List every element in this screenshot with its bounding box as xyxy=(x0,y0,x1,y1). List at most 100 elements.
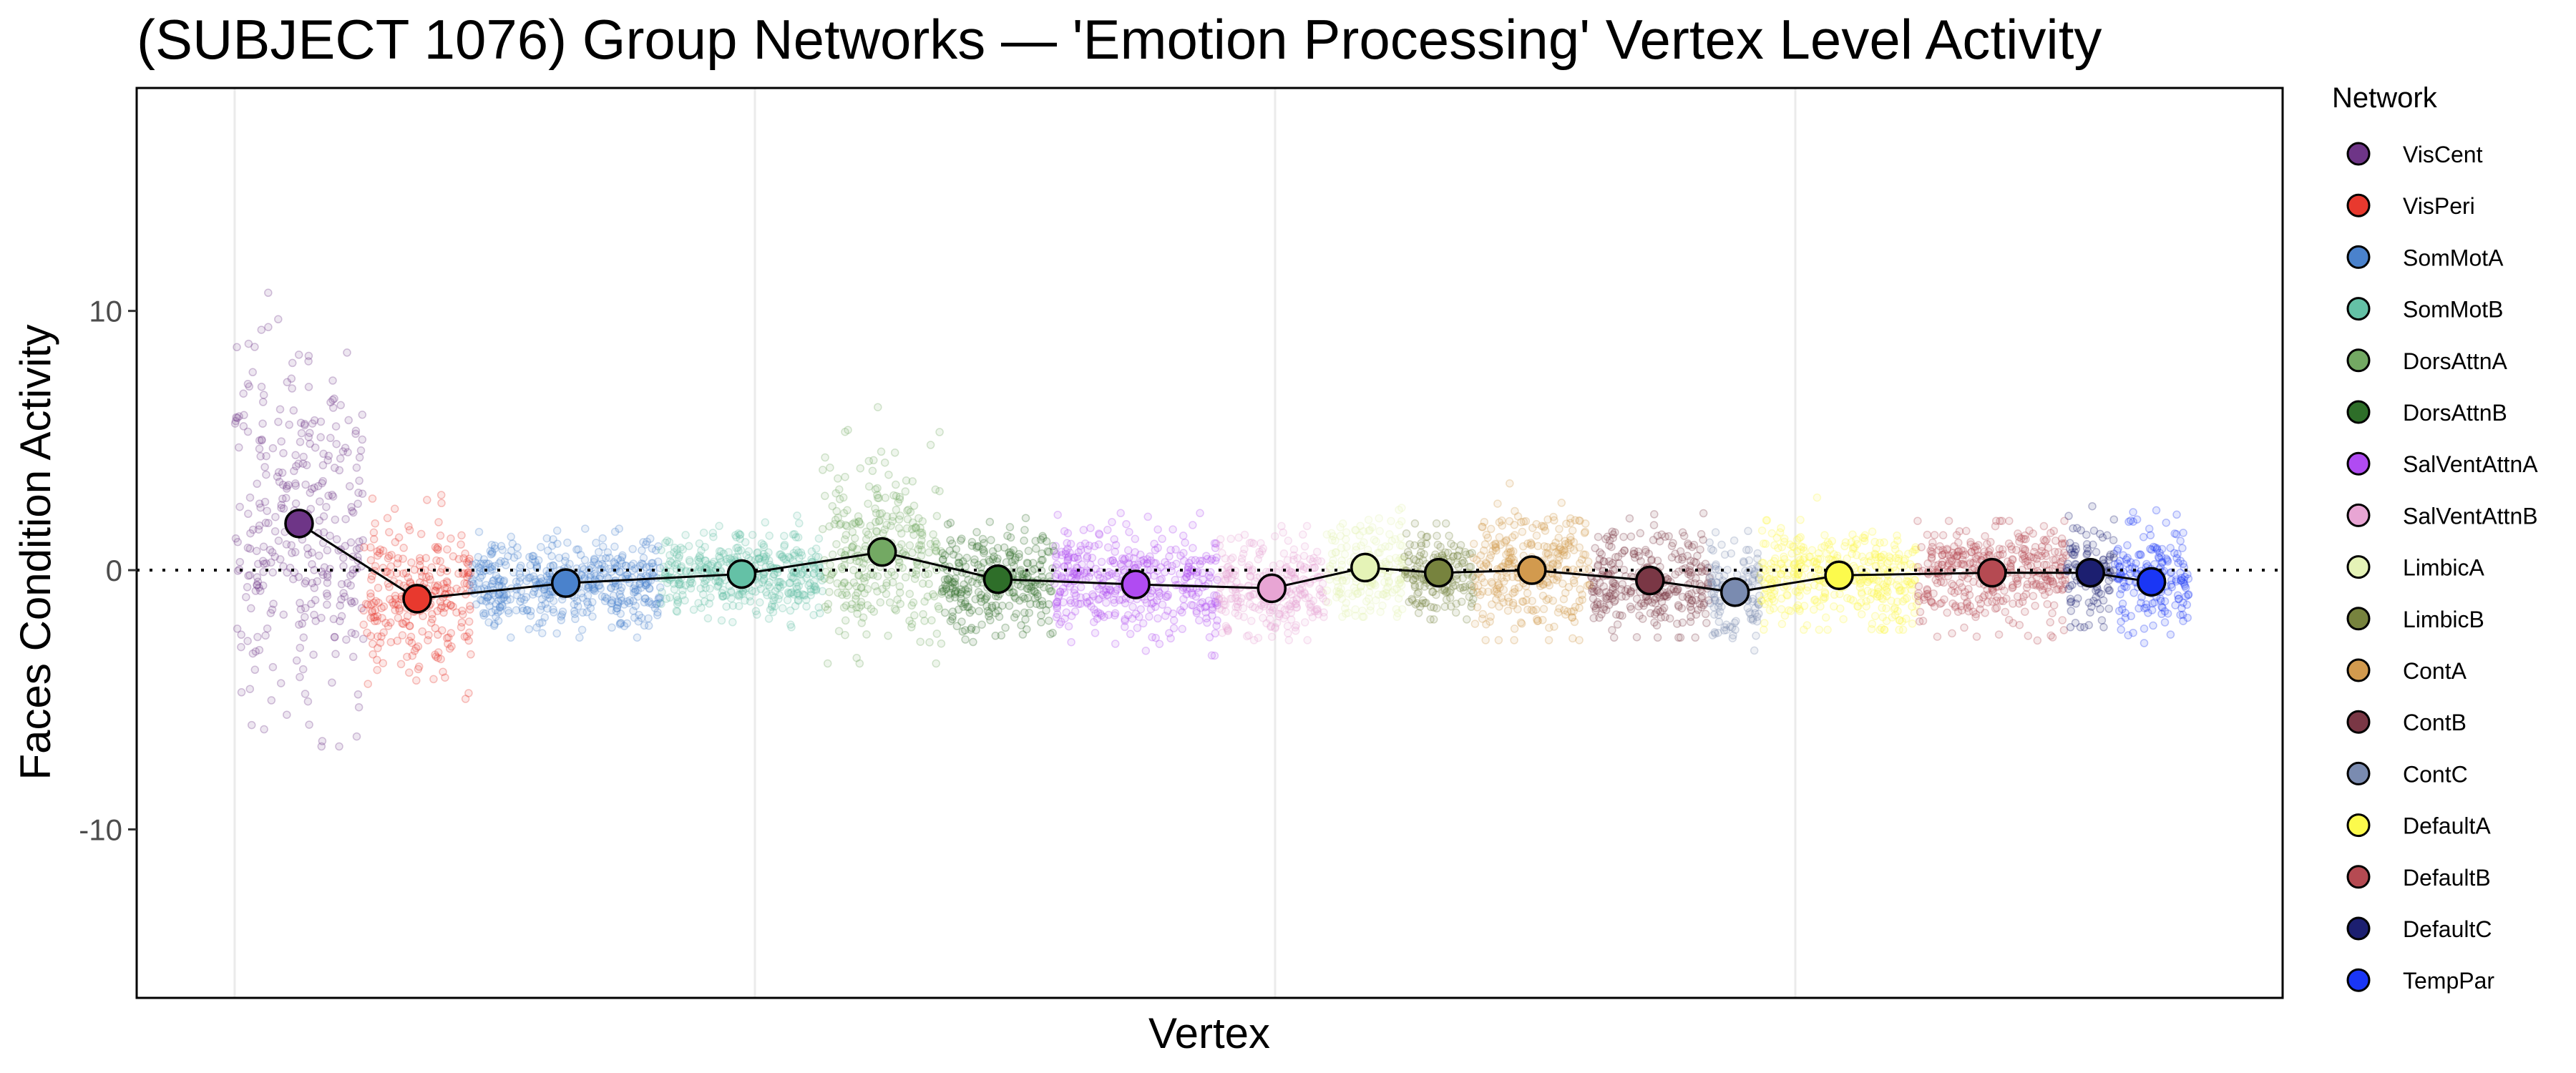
panel-background xyxy=(137,88,2283,998)
scatter-point xyxy=(1805,552,1815,562)
scatter-point xyxy=(905,541,914,550)
scatter-point xyxy=(1508,601,1518,609)
scatter-point xyxy=(357,604,366,613)
scatter-point xyxy=(616,586,625,595)
legend-label: SalVentAttnA xyxy=(2403,451,2538,477)
scatter-point xyxy=(1352,589,1362,599)
scatter-point xyxy=(1540,542,1548,551)
scatter-point xyxy=(761,518,770,527)
scatter-point xyxy=(519,607,527,615)
scatter-point xyxy=(326,398,335,407)
scatter-point xyxy=(1613,620,1622,629)
scatter-point xyxy=(459,554,468,563)
scatter-point xyxy=(645,562,654,572)
scatter-point xyxy=(1500,577,1508,586)
scatter-point xyxy=(369,598,379,607)
scatter-point xyxy=(1871,562,1880,570)
scatter-point xyxy=(2099,555,2108,564)
scatter-point xyxy=(2117,625,2125,634)
scatter-point xyxy=(1105,585,1114,594)
scatter-point xyxy=(2177,604,2186,612)
scatter-point xyxy=(2157,602,2166,612)
scatter-point xyxy=(1493,589,1502,599)
scatter-point xyxy=(2145,524,2154,533)
scatter-point xyxy=(310,584,319,592)
scatter-point xyxy=(459,569,469,577)
scatter-point xyxy=(308,579,317,587)
scatter-point xyxy=(1533,617,1542,626)
scatter-point xyxy=(299,452,308,461)
scatter-point xyxy=(399,544,408,552)
scatter-point xyxy=(328,396,337,404)
scatter-point xyxy=(2029,553,2038,562)
scatter-point xyxy=(373,665,381,675)
scatter-point xyxy=(1871,553,1880,562)
scatter-point xyxy=(481,609,490,618)
scatter-point xyxy=(233,538,242,547)
scatter-point xyxy=(1265,614,1274,624)
scatter-point xyxy=(2005,516,2014,525)
scatter-point xyxy=(543,590,552,599)
scatter-point xyxy=(425,572,434,581)
scatter-point xyxy=(476,564,484,572)
scatter-point xyxy=(436,568,445,577)
scatter-point xyxy=(414,665,423,674)
scatter-point xyxy=(317,742,326,751)
scatter-point xyxy=(869,571,878,579)
scatter-point xyxy=(304,357,313,366)
scatter-point xyxy=(375,549,384,558)
scatter-point xyxy=(328,403,338,412)
scatter-point xyxy=(1626,532,1636,541)
scatter-point xyxy=(615,620,625,629)
legend-swatch xyxy=(2346,658,2371,682)
scatter-point xyxy=(331,422,341,431)
scatter-point xyxy=(434,630,442,640)
scatter-point xyxy=(1102,598,1111,607)
scatter-point xyxy=(894,524,904,533)
scatter-point xyxy=(2044,544,2053,552)
scatter-point xyxy=(549,605,557,614)
scatter-point xyxy=(1053,510,1062,519)
scatter-point xyxy=(2104,576,2113,585)
scatter-point xyxy=(594,547,603,557)
scatter-point xyxy=(1016,566,1025,574)
scatter-point xyxy=(2150,559,2159,569)
scatter-point xyxy=(253,559,263,569)
scatter-point xyxy=(318,737,327,745)
scatter-point xyxy=(348,569,357,578)
scatter-point xyxy=(415,554,424,563)
scatter-point xyxy=(1597,550,1606,559)
scatter-point xyxy=(251,587,260,595)
scatter-point xyxy=(1248,602,1257,612)
scatter-point xyxy=(233,343,241,352)
scatter-point xyxy=(1568,634,1577,643)
mean-marker-sommotb xyxy=(726,559,757,589)
scatter-point xyxy=(549,562,558,570)
scatter-point xyxy=(344,416,353,425)
legend-swatch xyxy=(2346,245,2371,269)
scatter-point xyxy=(1337,560,1347,569)
scatter-point xyxy=(1747,614,1755,624)
scatter-point xyxy=(863,584,872,594)
scatter-point xyxy=(862,630,871,639)
scatter-point xyxy=(288,384,296,393)
scatter-point xyxy=(823,659,832,668)
scatter-point xyxy=(493,608,502,617)
y-tick-label: 10 xyxy=(89,295,122,328)
scatter-point xyxy=(929,530,937,539)
scatter-point xyxy=(1111,640,1120,648)
scatter-point xyxy=(1771,554,1780,563)
legend-items: VisCentVisPeriSomMotASomMotBDorsAttnADor… xyxy=(2346,142,2538,994)
scatter-point xyxy=(463,569,472,577)
scatter-point xyxy=(618,553,627,562)
scatter-point xyxy=(708,529,718,537)
scatter-point xyxy=(1020,608,1029,617)
scatter-point xyxy=(1478,523,1487,531)
scatter-point xyxy=(1800,546,1808,555)
scatter-point xyxy=(580,565,588,574)
scatter-point xyxy=(978,534,987,544)
scatter-point xyxy=(513,543,522,552)
scatter-point xyxy=(247,720,256,730)
scatter-point xyxy=(509,553,519,562)
scatter-point xyxy=(403,612,412,621)
